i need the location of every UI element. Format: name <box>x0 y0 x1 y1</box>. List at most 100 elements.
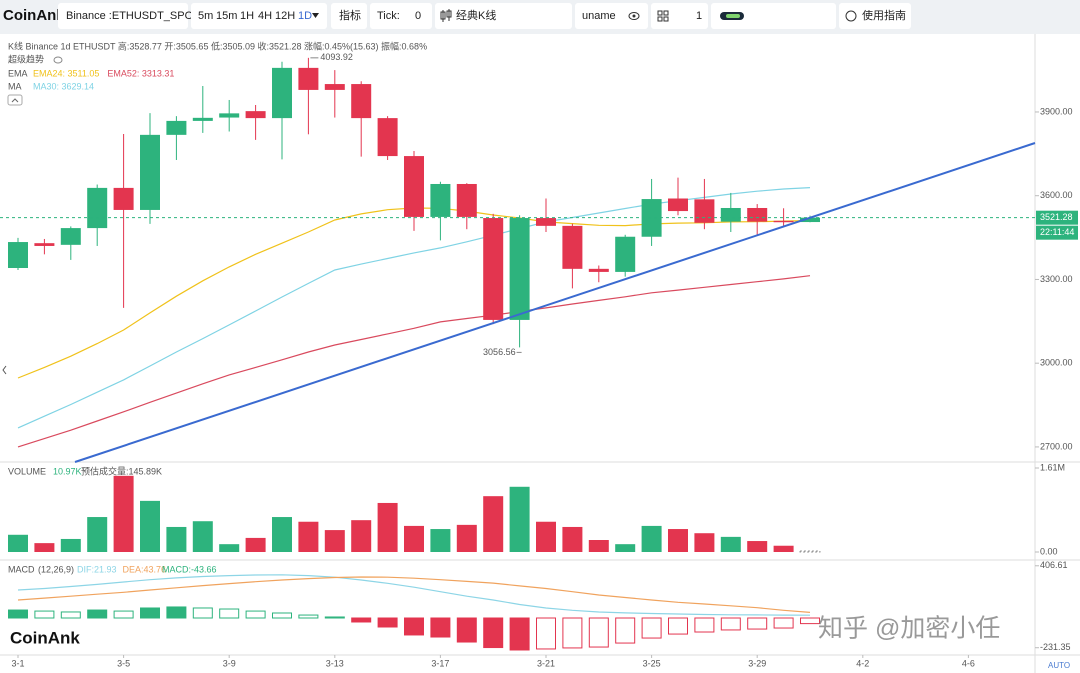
macd-bar <box>166 606 187 619</box>
volume-bar <box>324 530 345 552</box>
macd-bar <box>351 617 372 623</box>
volume-bar <box>272 517 292 552</box>
macd-bar <box>272 612 292 619</box>
layout-count[interactable]: 1 <box>696 10 702 22</box>
ma-line <box>17 207 811 379</box>
macd-bar <box>588 617 609 648</box>
volume-bar <box>668 529 688 552</box>
axis-mode[interactable]: AUTO <box>1048 661 1070 670</box>
volume-bar <box>615 544 636 552</box>
macd-bar <box>694 617 715 633</box>
candle-body <box>87 187 108 229</box>
candle-body <box>219 113 240 118</box>
macd-bar <box>430 617 451 638</box>
chart-style[interactable]: 经典K线 <box>456 8 496 22</box>
layout-button[interactable] <box>651 3 708 29</box>
candle-body <box>113 187 134 210</box>
volume-bar <box>298 521 319 552</box>
candle-body <box>377 118 398 157</box>
volume-bar <box>456 524 477 552</box>
macd-bar <box>87 609 108 619</box>
watermark-brand: CoinAnk <box>10 628 80 647</box>
theme-toggle-knob <box>726 14 740 18</box>
macd-bar <box>641 617 662 639</box>
tick-button[interactable] <box>370 3 432 29</box>
x-tick-label: 3-25 <box>643 658 661 668</box>
interval-option[interactable]: 5m <box>198 10 213 22</box>
user[interactable]: uname <box>582 10 616 22</box>
symbol[interactable]: Binance :ETHUSDT_SPOT <box>66 10 200 22</box>
volume-bar <box>351 520 372 552</box>
macd-bar <box>668 617 688 635</box>
interval-option[interactable]: 4H <box>258 10 272 22</box>
interval-option[interactable]: 1H <box>240 10 254 22</box>
trend-line[interactable] <box>74 142 1036 463</box>
candle-body <box>298 67 319 90</box>
volume-bar <box>483 496 504 552</box>
candle-body <box>668 198 688 212</box>
scroll-left[interactable] <box>2 365 7 375</box>
ema-label: EMA <box>8 68 28 78</box>
volume-bar <box>245 537 266 552</box>
theme-button[interactable] <box>711 3 836 29</box>
macd-bar <box>615 617 636 644</box>
guide-button[interactable] <box>839 3 911 29</box>
volume-bar <box>641 525 662 552</box>
candle-body <box>720 207 741 222</box>
legend-entry: DEA:43.76 <box>123 564 167 574</box>
y-tick-label: 0.00 <box>1040 546 1058 556</box>
candle-body <box>351 84 372 119</box>
macd-bar <box>377 617 398 628</box>
candle-body <box>615 236 636 272</box>
volume-bar <box>166 526 187 552</box>
y-tick-label: 3300.00 <box>1040 274 1073 284</box>
macd-bar <box>483 617 504 649</box>
style-button[interactable] <box>435 3 572 29</box>
tick-value[interactable]: 0 <box>415 10 421 22</box>
candle-body <box>166 120 187 135</box>
legend-entry: MA30: 3629.14 <box>33 81 94 91</box>
symbol-button[interactable] <box>58 3 188 29</box>
x-tick-label: 3-29 <box>748 658 766 668</box>
interval-option[interactable]: 1D <box>298 10 312 22</box>
candle-body <box>8 242 28 269</box>
user-button[interactable] <box>575 3 648 29</box>
macd-title: MACD <box>8 564 35 574</box>
tick-label[interactable]: Tick: <box>377 10 400 22</box>
macd-hist-label: MACD:-43.66 <box>162 564 217 574</box>
guide[interactable]: 使用指南 <box>862 8 906 22</box>
volume-bar <box>694 533 715 552</box>
price-tag <box>1036 210 1078 225</box>
candle-body <box>536 218 556 226</box>
candle-body <box>694 199 715 223</box>
y-tick-label: -231.35 <box>1040 642 1071 652</box>
indicator-button[interactable] <box>331 3 367 29</box>
candle-body <box>192 117 213 121</box>
y-tick-label: 406.61 <box>1040 560 1068 570</box>
visibility-icon[interactable] <box>53 56 63 64</box>
y-tick-label: 3000.00 <box>1040 358 1073 368</box>
ma-line <box>17 275 811 448</box>
volume-bar <box>140 500 160 552</box>
volume-bar <box>87 517 108 552</box>
macd-bar <box>720 617 741 631</box>
candle-body <box>140 134 160 210</box>
macd-bar <box>404 617 424 636</box>
volume-bar <box>60 538 81 552</box>
macd-bar <box>34 610 55 619</box>
collapse-button[interactable] <box>7 94 23 106</box>
macd-bar <box>456 617 477 643</box>
low-annotation: 3056.56 <box>483 347 516 357</box>
volume-bar <box>192 521 213 552</box>
candle-body <box>324 84 345 90</box>
interval-option[interactable]: 12H <box>275 10 295 22</box>
interval-dropdown[interactable] <box>312 13 319 18</box>
macd-bar <box>245 610 266 619</box>
legend-entry: EMA52: 3313.31 <box>107 68 174 78</box>
macd-line <box>17 576 811 613</box>
candle-body <box>60 228 81 245</box>
indicators[interactable]: 指标 <box>339 8 361 22</box>
volume-bar <box>377 502 398 552</box>
interval-option[interactable]: 15m <box>216 10 237 22</box>
eye-icon[interactable] <box>628 12 640 20</box>
